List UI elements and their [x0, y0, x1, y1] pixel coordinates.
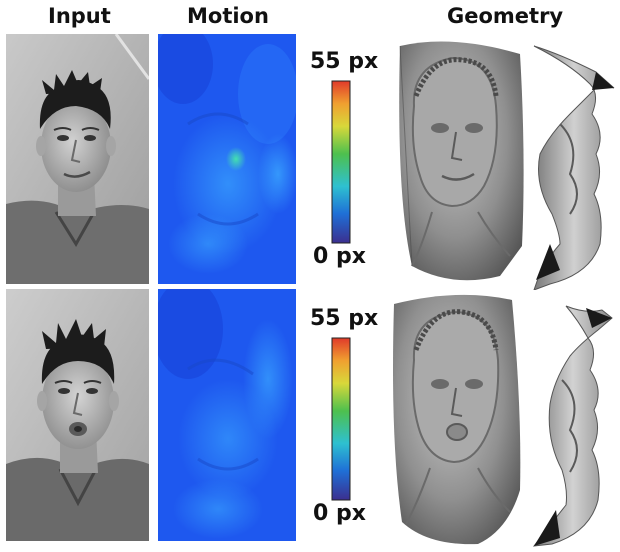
- colorbar-min-label: 0 px: [313, 244, 366, 269]
- column-header-input: Input: [48, 4, 111, 28]
- colorbar: [331, 337, 351, 501]
- column-header-motion: Motion: [187, 4, 269, 28]
- colorbar-min-label: 0 px: [313, 501, 366, 526]
- colorbar: [331, 80, 351, 244]
- geometry-front-view-pucker: [388, 290, 528, 546]
- geometry-front-view-neutral: [392, 36, 528, 288]
- input-photo-pucker: [6, 289, 149, 541]
- geometry-side-view-neutral: [530, 44, 616, 290]
- geometry-side-view-pucker: [526, 300, 616, 548]
- colorbar-max-label: 55 px: [310, 49, 379, 74]
- colorbar-max-label: 55 px: [310, 306, 379, 331]
- motion-map-neutral: [158, 34, 296, 284]
- column-header-geometry: Geometry: [447, 4, 564, 28]
- motion-map-pucker: [158, 289, 296, 541]
- input-photo-neutral: [6, 34, 149, 284]
